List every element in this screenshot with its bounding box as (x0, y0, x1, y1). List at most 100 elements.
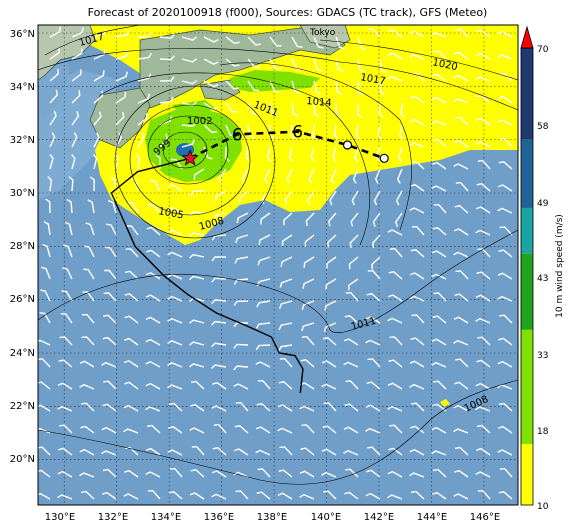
wind-barb (167, 384, 183, 390)
wind-barb (372, 212, 381, 227)
wind-barb (137, 93, 150, 104)
wind-barb (40, 289, 51, 302)
wind-barb (476, 183, 491, 192)
wind-barb (432, 403, 447, 412)
wind-barb (115, 112, 125, 126)
wind-barb (264, 168, 271, 184)
wind-barb (454, 116, 469, 126)
land-kyushu (89, 87, 151, 149)
wind-barb (499, 467, 513, 478)
wind-barb (476, 271, 491, 280)
wind-barb (277, 427, 293, 434)
wind-barb (409, 207, 425, 214)
wind-barb (395, 190, 403, 206)
wind-barb (269, 80, 280, 93)
wind-barb (367, 358, 381, 368)
lon-tick-label: 140°E (311, 512, 341, 523)
wind-barb (389, 424, 403, 434)
wind-barb (431, 450, 447, 456)
isobar-1008-south (38, 379, 518, 485)
wind-barb (476, 424, 491, 434)
wind-barb (42, 243, 51, 258)
wind-barb (497, 184, 513, 192)
wind-barb (255, 426, 271, 434)
wind-barb (310, 146, 315, 162)
wind-barb (181, 139, 196, 148)
colorbar-segment (521, 139, 533, 208)
isobars (38, 25, 518, 485)
wind-barb (453, 251, 469, 258)
wind-barb (365, 492, 381, 500)
wind-barb (400, 102, 406, 118)
wind-barb (343, 449, 359, 456)
isobar-label: 1005 (157, 206, 184, 221)
wind-barb (453, 493, 469, 500)
wind-barb (497, 384, 513, 390)
lon-tick-label: 130°E (45, 512, 75, 523)
wind-barb (211, 470, 227, 478)
wind-barb (476, 359, 491, 368)
wind-barbs (38, 26, 513, 500)
wind-barb (323, 490, 337, 500)
wind-barb (324, 300, 337, 311)
wind-barb (475, 206, 491, 214)
wind-barb (477, 336, 491, 346)
wind-barb (352, 168, 359, 184)
wind-barb (477, 159, 491, 170)
wind-barb (235, 490, 249, 500)
land-japan (139, 27, 346, 109)
wind-barb (233, 300, 249, 306)
wind-barb (181, 79, 197, 85)
wind-barb (300, 359, 315, 368)
wind-barb (123, 404, 139, 412)
colorbar-tick: 70 (537, 45, 549, 55)
wind-barb (247, 58, 261, 69)
wind-barb (258, 234, 271, 245)
wind-barb (299, 470, 315, 478)
wind-barb (454, 205, 469, 214)
wind-barb (432, 468, 447, 478)
wind-barb (39, 312, 51, 324)
wind-barb (354, 146, 359, 162)
wind-barb (475, 471, 491, 478)
wind-barb (322, 425, 337, 434)
wind-barb (101, 450, 117, 456)
isobar-1020 (319, 39, 518, 81)
wind-barb (396, 168, 403, 184)
wind-barb (81, 336, 95, 346)
wind-barb (348, 256, 359, 270)
wind-barb (389, 247, 403, 258)
wind-barb (302, 278, 315, 289)
wind-barb (167, 184, 183, 192)
wind-barb (432, 491, 447, 500)
wind-barb (475, 141, 491, 148)
wind-barb (374, 168, 381, 184)
wind-barb (168, 425, 183, 434)
wind-barb (189, 319, 205, 324)
wind-barb (114, 154, 120, 170)
wind-barb (343, 426, 359, 434)
wind-barb (218, 168, 227, 183)
wind-barb (303, 256, 315, 268)
wind-barb (104, 269, 117, 280)
wind-barb (357, 80, 364, 96)
wind-barb (233, 383, 249, 390)
wind-barb (145, 361, 161, 368)
wind-barb (454, 469, 469, 478)
wind-barb (167, 251, 183, 258)
wind-barb (306, 190, 315, 206)
wind-barb (476, 29, 491, 38)
wind-barb (245, 146, 251, 162)
wind-barb (137, 113, 148, 126)
wind-barb (238, 190, 249, 204)
wind-barb (93, 28, 107, 38)
wind-barb (431, 250, 447, 258)
wind-barb (193, 168, 205, 180)
wind-barb (313, 36, 324, 49)
wind-barb (379, 80, 385, 96)
wind-barb (290, 124, 296, 140)
wind-barb (167, 206, 183, 214)
wind-barb (115, 50, 129, 60)
wind-barb (71, 132, 78, 148)
wind-barb (233, 365, 249, 371)
